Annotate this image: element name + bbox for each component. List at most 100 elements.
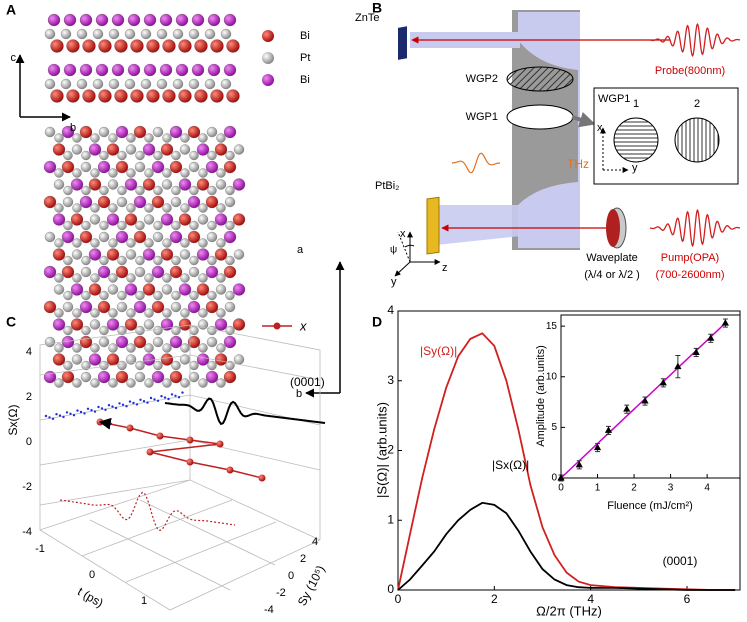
projection-dot (156, 399, 160, 402)
atom (80, 371, 92, 383)
projection-dot (125, 405, 128, 408)
legend: Bi Pt Bi (262, 30, 310, 86)
atom (135, 220, 145, 231)
atom (111, 63, 125, 77)
y-axis-label: |S(Ω)| (arb.units) (374, 402, 389, 498)
atom (196, 143, 210, 156)
atom (99, 185, 109, 196)
atom (146, 89, 160, 103)
x-tick-label: 3 (668, 483, 674, 494)
atom (135, 185, 145, 196)
atom (61, 125, 75, 139)
x-tick-label: 2 (631, 483, 637, 494)
y-tick-label: 10 (546, 371, 558, 382)
atom (179, 144, 191, 155)
projection-dot (104, 408, 107, 411)
atom (214, 213, 228, 226)
atom (198, 343, 208, 353)
x-tick-label: 4 (704, 483, 710, 494)
atom (52, 143, 66, 156)
atom (63, 150, 73, 161)
label: Waveplate (586, 252, 638, 264)
y-tick-label: 4 (312, 536, 318, 548)
atom (142, 143, 156, 156)
y-tick-label: 0 (387, 582, 394, 596)
atom (133, 125, 147, 139)
thz-beam (436, 182, 578, 245)
atom (152, 126, 164, 138)
atom (197, 214, 209, 225)
atom (108, 203, 118, 213)
atom (43, 160, 57, 174)
atom (95, 13, 109, 27)
atom (90, 168, 100, 178)
atom (70, 178, 84, 191)
atom (171, 185, 181, 196)
atom (189, 360, 199, 371)
axis-arrow (394, 261, 411, 277)
atom (54, 378, 64, 388)
atom (223, 230, 237, 244)
label: THz (567, 157, 589, 171)
atom (223, 335, 237, 349)
atom (152, 336, 164, 348)
panel-label: D (372, 314, 382, 330)
x-axis-label: Ω/2π (THz) (536, 603, 602, 618)
atom (169, 265, 183, 279)
atom (206, 126, 218, 138)
atom (156, 28, 168, 40)
atom (135, 360, 145, 371)
projection-dot (118, 402, 121, 405)
3d-trace-marker (226, 466, 234, 474)
atom (81, 150, 91, 161)
atom (81, 220, 91, 231)
atom (223, 13, 237, 27)
atom (63, 220, 73, 231)
atom (126, 273, 136, 283)
atom (72, 203, 82, 213)
atom (106, 318, 120, 331)
atom (63, 360, 73, 371)
projection-dot (86, 407, 90, 410)
atom (162, 273, 172, 283)
atom (54, 168, 64, 178)
atom (178, 89, 192, 103)
atom (225, 290, 235, 301)
atom (179, 249, 191, 260)
atom (170, 301, 182, 313)
atom (50, 39, 64, 53)
atom (108, 378, 118, 388)
atom (194, 89, 208, 103)
projection-dot (97, 405, 100, 409)
label: WGP2 (466, 73, 498, 85)
atom (180, 273, 190, 283)
atom (97, 160, 111, 174)
atom (144, 238, 154, 248)
projection-dot (111, 405, 114, 408)
atom (205, 265, 219, 279)
atom (81, 360, 91, 371)
atom (61, 265, 75, 279)
atom (108, 343, 118, 353)
atom (207, 325, 217, 336)
data-point (659, 378, 667, 386)
atom (92, 78, 104, 90)
atom (92, 28, 104, 40)
atom (133, 230, 147, 244)
atom (47, 13, 61, 27)
atom (191, 63, 205, 77)
label: (λ/4 or λ/2 ) (584, 269, 640, 281)
atom (98, 89, 112, 103)
atom (99, 360, 109, 371)
projection-dot (121, 403, 125, 406)
z-tick-label: 0 (26, 436, 32, 448)
atom (180, 343, 190, 353)
label: (700-2600nm) (655, 269, 724, 281)
atom (187, 335, 201, 349)
atom (66, 89, 80, 103)
atom (171, 290, 181, 301)
atom (198, 273, 208, 283)
atom (81, 325, 91, 336)
atom (53, 284, 65, 295)
data-point (623, 405, 631, 412)
